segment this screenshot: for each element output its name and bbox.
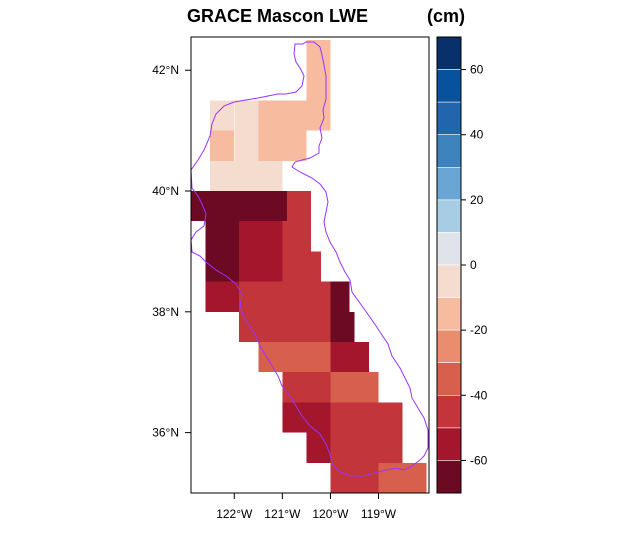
map-panel: 42°N 40°N 38°N 36°N 122°W 121°W 120°W 119°W (152, 36, 430, 521)
mascon-cell (258, 100, 331, 131)
colorbar-bins (436, 36, 462, 494)
mascon-cell (234, 100, 259, 131)
map-frame (190, 36, 430, 494)
mascon-cell (191, 191, 288, 222)
mascon-cell (210, 160, 283, 191)
mascon-cell (210, 130, 235, 161)
mascon-cell (330, 311, 355, 342)
mascon-cell (282, 402, 331, 433)
colorbar-tick-label: 60 (470, 63, 484, 77)
colorbar-bin (436, 460, 462, 494)
map-title: GRACE Mascon LWE (187, 6, 368, 26)
latitude-tick-label: 40°N (152, 184, 179, 198)
mascon-grid (191, 40, 427, 493)
mascon-cell (239, 281, 331, 312)
colorbar-bin (436, 297, 462, 331)
mascon-cell (258, 130, 307, 161)
mascon-cell (330, 281, 350, 312)
mascon-cell (287, 191, 312, 222)
longitude-tick-label: 121°W (264, 507, 301, 521)
mascon-cell (239, 251, 283, 282)
mascon-cell (210, 100, 235, 131)
colorbar-tick-label: 20 (470, 193, 484, 207)
longitude-tick-label: 119°W (361, 507, 397, 521)
colorbar-tick-label: 0 (470, 258, 477, 272)
mascon-cell (330, 432, 403, 463)
colorbar-bin (436, 199, 462, 233)
mascon-cell (258, 342, 331, 373)
mascon-cell (306, 432, 331, 463)
mascon-cell (205, 281, 240, 312)
colorbar-bin (436, 264, 462, 298)
colorbar-bin (436, 101, 462, 135)
units-label: (cm) (427, 6, 465, 26)
longitude-tick-label: 122°W (216, 507, 253, 521)
mascon-cell (330, 372, 379, 403)
colorbar-tick-label: -60 (470, 453, 488, 467)
mascon-cell (282, 372, 331, 403)
mascon-cell (306, 40, 331, 71)
colorbar-bin (436, 134, 462, 168)
colorbar-bin (436, 167, 462, 201)
mascon-cell (239, 311, 331, 342)
colorbar-bin (436, 362, 462, 396)
mascon-cell (239, 221, 283, 252)
basin-outline (190, 41, 429, 477)
mascon-cell (282, 221, 312, 252)
mascon-cell (330, 342, 369, 373)
latitude-axis: 42°N 40°N 38°N 36°N (152, 63, 191, 440)
mascon-cell (205, 221, 240, 252)
colorbar-bin (436, 329, 462, 364)
longitude-tick-label: 120°W (312, 507, 349, 521)
colorbar-tick-label: -20 (470, 323, 488, 337)
colorbar: 60 40 20 0 -20 -40 -60 (436, 36, 488, 494)
colorbar-bin (436, 36, 462, 70)
latitude-tick-label: 38°N (152, 305, 179, 319)
colorbar-bin (436, 232, 462, 266)
colorbar-bin (436, 394, 462, 429)
mascon-cell (330, 402, 403, 433)
latitude-tick-label: 42°N (152, 63, 179, 77)
latitude-tick-label: 36°N (152, 426, 179, 440)
mascon-cell (205, 251, 240, 282)
colorbar-bin (436, 69, 462, 103)
mascon-cell (306, 70, 331, 101)
longitude-axis: 122°W 121°W 120°W 119°W (216, 493, 397, 521)
colorbar-tick-label: -40 (470, 388, 488, 402)
colorbar-bin (436, 427, 462, 461)
mascon-cell (378, 462, 427, 493)
colorbar-ticks: 60 40 20 0 -20 -40 -60 (461, 63, 488, 467)
mascon-cell (234, 130, 259, 161)
mascon-cell (282, 251, 321, 282)
colorbar-tick-label: 40 (470, 128, 484, 142)
mascon-cell (330, 462, 379, 493)
